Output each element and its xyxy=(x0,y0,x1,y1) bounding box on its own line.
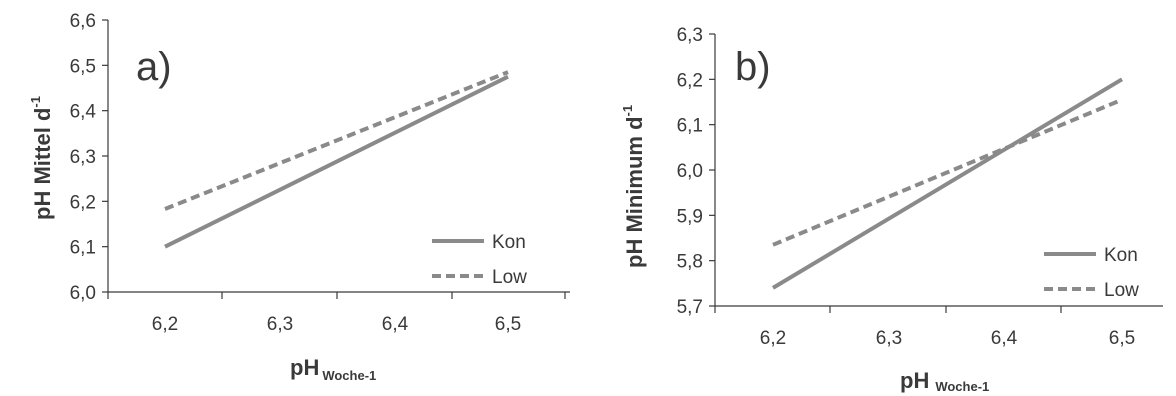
chart-a-legend: Kon Low xyxy=(432,232,527,288)
chart-a-y-tick-label: 6,1 xyxy=(70,238,96,259)
chart-a-y-tick-label: 6,4 xyxy=(70,102,97,123)
chart-b-legend: Kon Low xyxy=(1044,245,1139,301)
chart-a-series-kon-line xyxy=(164,74,509,249)
chart-b-legend-low-label: Low xyxy=(1104,280,1139,301)
chart-b-series-low-line xyxy=(772,97,1123,247)
chart-b-legend-kon-label: Kon xyxy=(1104,245,1138,266)
chart-a-y-tick-label: 6,0 xyxy=(70,283,96,304)
chart-b-x-tick-label: 6,5 xyxy=(1109,328,1135,349)
chart-b-y-tick-label: 6,2 xyxy=(677,70,703,91)
chart-a-y-axis-title: pH Mittel d-1 xyxy=(28,96,55,220)
chart-b-y-tick-label: 5,9 xyxy=(677,206,703,227)
chart-b-y-axis-title: pH Minimum d-1 xyxy=(620,105,647,268)
chart-a-y-tick-label: 6,2 xyxy=(70,192,96,213)
chart-b-y-tick-label: 5,8 xyxy=(677,252,703,273)
chart-b: 5,7 5,8 5,9 6,0 6,1 6,2 6,3 6,2 6,3 6,4 6,5 b) pH… xyxy=(620,25,1163,394)
chart-a-y-tick-label: 6,3 xyxy=(70,147,96,168)
chart-a-x-tick-label: 6,5 xyxy=(495,314,521,335)
chart-a-series-low-line xyxy=(164,70,509,211)
chart-a-y-axis: 6,0 6,1 6,2 6,3 6,4 6,5 6,6 xyxy=(70,11,109,304)
chart-a-legend-low-label: Low xyxy=(492,267,527,288)
chart-b-series xyxy=(771,77,1124,290)
chart-a: 6,0 6,1 6,2 6,3 6,4 6,5 6,6 6,2 6,3 6,4 6,5 a) pH… xyxy=(28,11,570,383)
chart-b-x-tick-label: 6,3 xyxy=(876,328,902,349)
chart-a-x-tick-label: 6,3 xyxy=(267,314,293,335)
chart-b-x-axis-title: pH Woche-1 xyxy=(900,368,989,394)
chart-b-x-axis: 6,2 6,3 6,4 6,5 xyxy=(714,305,1163,349)
chart-b-y-axis: 5,7 5,8 5,9 6,0 6,1 6,2 6,3 xyxy=(677,25,716,318)
chart-a-x-axis: 6,2 6,3 6,4 6,5 xyxy=(107,291,570,335)
chart-b-x-tick-label: 6,2 xyxy=(760,328,786,349)
chart-b-panel-label: b) xyxy=(735,45,771,89)
chart-b-series-kon-line xyxy=(771,77,1124,290)
chart-a-x-axis-title: pH Woche-1 xyxy=(290,355,376,383)
chart-a-y-tick-label: 6,5 xyxy=(70,56,96,77)
chart-b-y-tick-label: 6,0 xyxy=(677,161,703,182)
chart-a-x-tick-label: 6,4 xyxy=(382,314,409,335)
chart-a-panel-label: a) xyxy=(136,45,172,89)
chart-b-y-tick-label: 6,1 xyxy=(677,116,703,137)
chart-b-y-tick-label: 5,7 xyxy=(677,297,703,318)
chart-b-y-tick-label: 6,3 xyxy=(677,25,703,46)
chart-a-y-tick-label: 6,6 xyxy=(70,11,96,32)
chart-a-series xyxy=(164,70,509,249)
chart-a-legend-kon-label: Kon xyxy=(492,232,526,253)
chart-a-x-tick-label: 6,2 xyxy=(152,314,178,335)
chart-b-x-tick-label: 6,4 xyxy=(991,328,1018,349)
